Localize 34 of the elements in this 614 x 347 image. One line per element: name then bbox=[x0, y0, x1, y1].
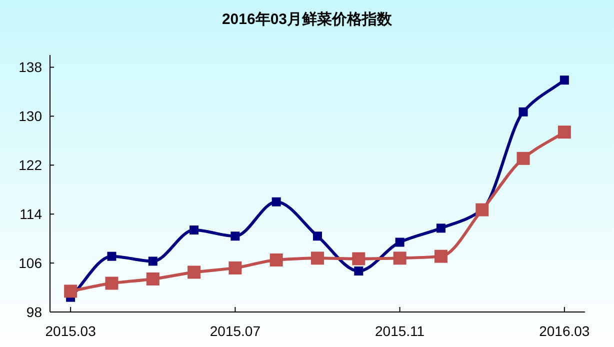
point bbox=[270, 253, 283, 266]
point bbox=[354, 266, 364, 276]
point bbox=[436, 224, 446, 233]
point bbox=[64, 284, 78, 298]
point bbox=[188, 266, 201, 279]
point bbox=[518, 107, 528, 116]
point bbox=[148, 256, 158, 266]
point bbox=[395, 238, 404, 247]
point bbox=[107, 252, 116, 261]
point bbox=[230, 232, 240, 241]
point bbox=[516, 152, 530, 165]
point bbox=[311, 252, 324, 265]
y-tick-label: 114 bbox=[20, 206, 42, 222]
point bbox=[558, 126, 571, 139]
point bbox=[352, 252, 366, 266]
point bbox=[228, 261, 242, 274]
point bbox=[560, 76, 569, 85]
x-tick-label: 2015.03 bbox=[45, 323, 96, 339]
y-tick-label: 130 bbox=[18, 108, 42, 124]
point bbox=[272, 197, 281, 206]
y-tick-label: 106 bbox=[18, 255, 42, 272]
point bbox=[190, 226, 199, 235]
x-tick-label: 2016.03 bbox=[539, 323, 590, 339]
x-tick-label: 2015.07 bbox=[210, 323, 261, 339]
point bbox=[434, 250, 448, 263]
point bbox=[393, 252, 406, 265]
point bbox=[313, 232, 322, 241]
point bbox=[146, 272, 160, 286]
y-tick-label: 122 bbox=[18, 157, 42, 174]
point bbox=[105, 276, 118, 290]
chart-title: 2016年03月鲜菜价格指数 bbox=[222, 11, 394, 28]
x-tick-label: 2015.11 bbox=[375, 323, 425, 339]
y-tick-label: 98 bbox=[26, 304, 42, 320]
y-tick-label: 138 bbox=[18, 59, 42, 76]
